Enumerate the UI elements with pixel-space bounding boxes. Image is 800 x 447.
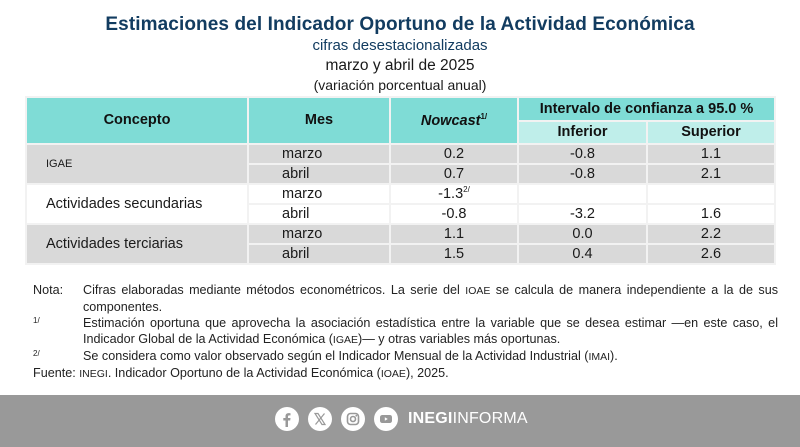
concept-cell: Actividades terciarias [25,223,249,265]
units-label: (variación porcentual anual) [313,77,487,93]
col-header-superior: Superior [646,119,776,145]
inferior-cell: 0.4 [517,243,648,265]
month-cell: abril [247,243,391,265]
month-cell: abril [247,203,391,225]
brand-logo: INEGIINFORMA [408,410,528,428]
note-abbr: IOAE [465,285,491,297]
month-cell: marzo [247,223,391,245]
inferior-cell: -0.8 [517,143,648,165]
note-label: Nota: [33,283,64,297]
note-2: 2/ Se considera como valor observado seg… [33,348,778,365]
footer-bar: INEGIINFORMA [0,395,800,447]
note-abbr: IGAE [332,334,359,346]
note-text: . Indicador Oportuno de la Actividad Eco… [107,366,381,380]
superior-cell: 1.1 [646,143,776,165]
note-text: ). [610,349,618,363]
note-text: )— y otras variables más oportunas. [358,332,561,346]
nowcast-value: 1.5 [443,245,465,262]
superior-cell: 2.2 [646,223,776,245]
nowcast-cell: -0.8 [389,203,519,225]
note-label: 1/ [33,316,40,325]
note-label: 2/ [33,349,40,358]
nowcast-cell: 1.5 [389,243,519,265]
col-header-inferior: Inferior [517,119,648,145]
month-cell: abril [247,163,391,185]
note-text: ), 2025. [405,366,449,380]
period-label: marzo y abril de 2025 [325,57,475,74]
superior-cell: 1.6 [646,203,776,225]
footnote-ref: 2/ [463,185,470,195]
nowcast-cell: 1.1 [389,223,519,245]
note-abbr: INEGI [79,368,108,380]
social-links [275,407,398,431]
superior-cell: 2.6 [646,243,776,265]
inferior-cell [517,183,648,205]
nowcast-value: -0.8 [441,205,467,222]
table-row: Actividades terciarias marzo 1.1 0.0 2.2 [25,223,776,265]
nowcast-value: -1.3 [438,186,464,203]
nowcast-label: Nowcast [420,112,481,129]
note-text: Cifras elaboradas mediante métodos econo… [83,283,466,297]
col-header-mes: Mes [247,96,391,145]
month-cell: marzo [247,143,391,165]
nowcast-cell: -1.32/ [389,183,519,205]
concept-cell: IGAE [25,143,249,185]
source-label: Fuente: [33,366,76,380]
estimates-table: Concepto Mes Nowcast1/ Intervalo de conf… [25,96,776,265]
table-row: abril -0.8 -3.2 1.6 [26,203,776,225]
facebook-icon[interactable] [275,407,299,431]
nowcast-cell: 0.7 [389,163,519,185]
note-abbr: IMAI [588,351,611,363]
page-subtitle: cifras desestacionalizadas [312,37,488,54]
note-text: Se considera como valor observado según … [83,349,589,363]
x-twitter-icon[interactable] [308,407,332,431]
note-abbr: IOAE [380,368,406,380]
table-row: Actividades secundarias marzo -1.32/ [25,183,776,225]
note-text: Estimación oportuna que aprovecha la aso… [83,316,778,346]
footnote-ref: 1/ [480,111,488,121]
inferior-cell: -0.8 [517,163,648,185]
source-note: Fuente: INEGI. Indicador Oportuno de la … [33,365,778,382]
nowcast-value: 0.2 [443,145,465,162]
inferior-cell: -3.2 [517,203,648,225]
col-header-nowcast: Nowcast1/ [389,96,519,145]
brand-bold: INEGI [408,410,453,427]
notes: Nota: Cifras elaboradas mediante métodos… [33,282,778,382]
inferior-cell: 0.0 [517,223,648,245]
month-cell: marzo [247,183,391,205]
nowcast-value: 1.1 [443,225,465,242]
table-row: abril 1.5 0.4 2.6 [26,243,776,265]
note-text: se calcula de manera independiente a la … [83,283,779,314]
col-header-concepto: Concepto [25,96,249,145]
col-header-interval: Intervalo de confianza a 95.0 % [517,96,776,122]
note-general: Nota: Cifras elaboradas mediante métodos… [33,282,778,315]
concept-cell: Actividades secundarias [25,183,249,225]
nowcast-value: 0.7 [443,165,465,182]
brand-light: INFORMA [452,410,528,427]
table-row: abril 0.7 -0.8 2.1 [26,163,776,185]
instagram-icon[interactable] [341,407,365,431]
page-title: Estimaciones del Indicador Oportuno de l… [105,14,695,35]
youtube-icon[interactable] [374,407,398,431]
note-1: 1/ Estimación oportuna que aprovecha la … [33,315,778,348]
superior-cell [646,183,776,205]
superior-cell: 2.1 [646,163,776,185]
table-row: IGAE marzo 0.2 -0.8 1.1 [25,143,776,185]
nowcast-cell: 0.2 [389,143,519,165]
